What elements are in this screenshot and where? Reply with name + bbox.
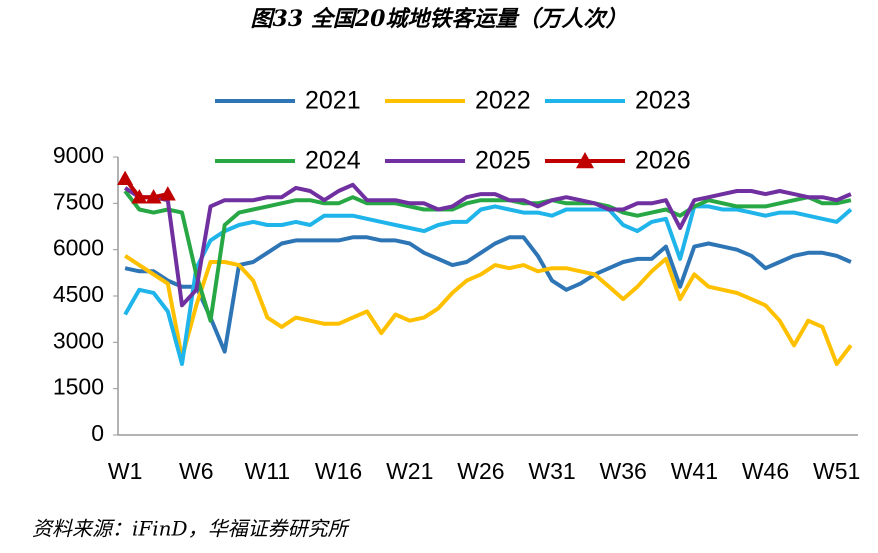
legend-label: 2023 xyxy=(635,87,691,115)
x-tick-label: W31 xyxy=(528,458,575,484)
point-marker xyxy=(145,189,162,204)
x-tick-label: W46 xyxy=(742,458,789,484)
legend-label: 2025 xyxy=(475,147,531,175)
point-marker xyxy=(159,186,176,201)
x-tick-label: W11 xyxy=(245,458,291,484)
legend-label: 2026 xyxy=(635,147,691,175)
legend-label: 2022 xyxy=(475,87,531,115)
y-tick-label: 3000 xyxy=(53,327,104,353)
x-tick-label: W41 xyxy=(671,458,718,484)
series-line xyxy=(123,204,853,366)
y-tick-label: 1500 xyxy=(53,374,104,400)
series-line xyxy=(124,235,852,354)
x-tick-label: W51 xyxy=(813,458,860,484)
series-line xyxy=(124,254,853,366)
legend-marker xyxy=(576,152,594,169)
y-tick-label: 9000 xyxy=(53,142,104,168)
point-marker xyxy=(131,189,148,204)
source-note: 资料来源：iFinD，华福证券研究所 xyxy=(32,517,351,541)
series-line xyxy=(124,182,852,308)
legend-label: 2021 xyxy=(305,87,361,115)
y-tick-label: 0 xyxy=(91,420,104,446)
y-tick-label: 7500 xyxy=(53,188,104,214)
x-tick-label: W21 xyxy=(386,458,433,484)
x-tick-label: W16 xyxy=(315,458,362,484)
x-tick-label: W6 xyxy=(179,458,214,484)
chart-title: 图33 全国20城地铁客运量（万人次） xyxy=(251,6,628,32)
series-line xyxy=(123,177,169,200)
series-line xyxy=(123,189,852,323)
y-tick-label: 6000 xyxy=(53,235,104,261)
legend-label: 2024 xyxy=(305,147,361,175)
y-tick-label: 4500 xyxy=(53,281,104,307)
x-tick-label: W36 xyxy=(600,458,647,484)
x-tick-label: W26 xyxy=(457,458,504,484)
x-tick-label: W1 xyxy=(108,458,143,484)
point-marker xyxy=(117,170,134,186)
